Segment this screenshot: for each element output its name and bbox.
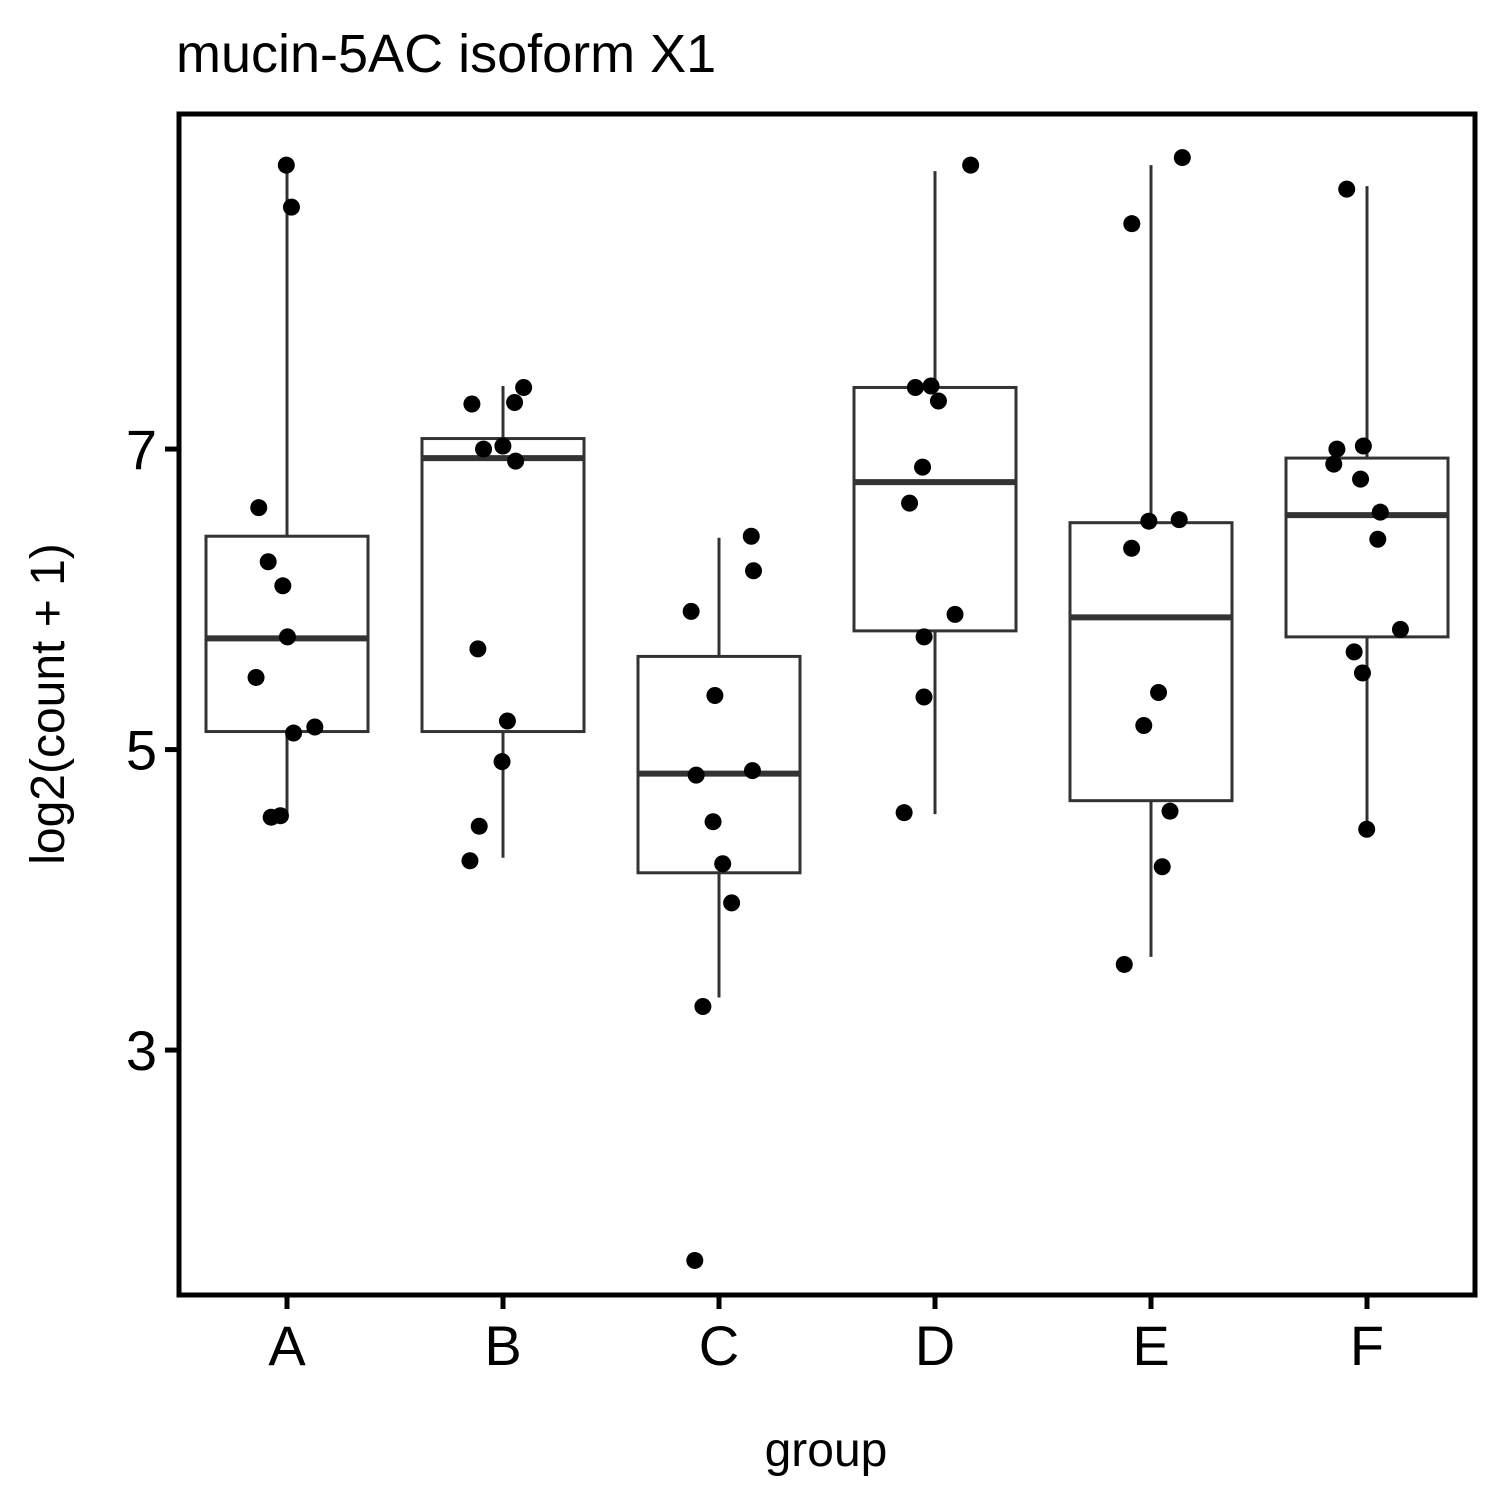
box-iqr <box>1284 456 1450 639</box>
points-f <box>1325 180 1409 838</box>
data-point <box>743 762 761 780</box>
data-point <box>475 440 493 458</box>
points-b <box>461 378 533 870</box>
data-point <box>1325 455 1343 473</box>
data-point <box>742 527 760 545</box>
data-point <box>1115 955 1133 973</box>
x-tick-label: D <box>915 1314 955 1377</box>
data-point <box>1150 683 1168 701</box>
data-point <box>714 855 732 873</box>
data-point <box>1369 530 1387 548</box>
data-point <box>682 602 700 620</box>
data-point <box>694 998 712 1016</box>
data-point <box>1338 180 1356 198</box>
data-point <box>901 494 919 512</box>
data-point <box>1358 820 1376 838</box>
data-point <box>1153 858 1171 876</box>
data-point <box>687 766 705 784</box>
points-e <box>1115 149 1191 973</box>
axes: 3 5 7 A B C D E F <box>126 111 1478 1377</box>
x-tick-label: B <box>484 1314 521 1377</box>
plot-area <box>204 149 1450 1269</box>
box-group-f <box>1284 186 1450 830</box>
data-point <box>506 393 524 411</box>
data-point <box>922 377 940 395</box>
data-point <box>1391 620 1409 638</box>
box-iqr <box>852 385 1018 633</box>
y-axis-title: log2(count + 1) <box>22 543 75 865</box>
data-point <box>1371 503 1389 521</box>
data-point <box>914 458 932 476</box>
x-tick-label: C <box>699 1314 739 1377</box>
data-point <box>493 753 511 771</box>
box-group-e <box>1068 165 1234 957</box>
data-point <box>469 640 487 658</box>
data-point <box>1354 437 1372 455</box>
x-tick-label: A <box>268 1314 306 1377</box>
points-d <box>895 156 980 822</box>
chart-title: mucin-5AC isoform X1 <box>176 24 716 84</box>
data-point <box>706 686 724 704</box>
data-point <box>723 894 741 912</box>
points-c <box>682 527 763 1269</box>
data-point <box>745 562 763 580</box>
x-axis-title: group <box>765 1424 888 1477</box>
data-point <box>507 452 525 470</box>
data-point <box>704 813 722 831</box>
data-point <box>282 198 300 216</box>
data-point <box>1353 664 1371 682</box>
points-a <box>247 156 324 826</box>
panel-border <box>176 111 1478 1298</box>
data-point <box>1161 802 1179 820</box>
data-point <box>1170 511 1188 529</box>
data-point <box>946 605 964 623</box>
data-point <box>461 852 479 870</box>
data-point <box>1352 470 1370 488</box>
data-point <box>285 724 303 742</box>
y-tick-label: 7 <box>126 418 157 481</box>
data-point <box>463 395 481 413</box>
data-point <box>306 718 324 736</box>
data-point <box>915 628 933 646</box>
data-point <box>906 378 924 396</box>
data-point <box>929 392 947 410</box>
data-point <box>494 437 512 455</box>
data-point <box>962 156 980 174</box>
box-iqr <box>1068 521 1234 803</box>
data-point <box>274 577 292 595</box>
data-point <box>895 804 913 822</box>
data-point <box>278 628 296 646</box>
data-point <box>277 156 295 174</box>
data-point <box>262 808 280 826</box>
data-point <box>686 1251 704 1269</box>
box-iqr <box>420 437 586 734</box>
box-group-d <box>852 171 1018 815</box>
data-point <box>1328 440 1346 458</box>
data-point <box>247 668 265 686</box>
data-point <box>1123 539 1141 557</box>
y-tick-label: 5 <box>126 719 157 782</box>
data-point <box>1173 149 1191 167</box>
data-point <box>470 817 488 835</box>
data-point <box>498 712 516 730</box>
y-tick-label: 3 <box>126 1019 157 1082</box>
data-point <box>1123 215 1141 233</box>
data-point <box>1345 643 1363 661</box>
data-point <box>1140 512 1158 530</box>
data-point <box>259 553 277 571</box>
data-point <box>915 688 933 706</box>
data-point <box>1135 717 1153 735</box>
data-point <box>515 378 533 396</box>
box-group-b <box>420 385 586 858</box>
x-tick-label: F <box>1350 1314 1384 1377</box>
x-tick-label: E <box>1132 1314 1169 1377</box>
box-group-a <box>204 171 370 818</box>
box-group-c <box>636 537 802 998</box>
data-point <box>250 499 268 517</box>
